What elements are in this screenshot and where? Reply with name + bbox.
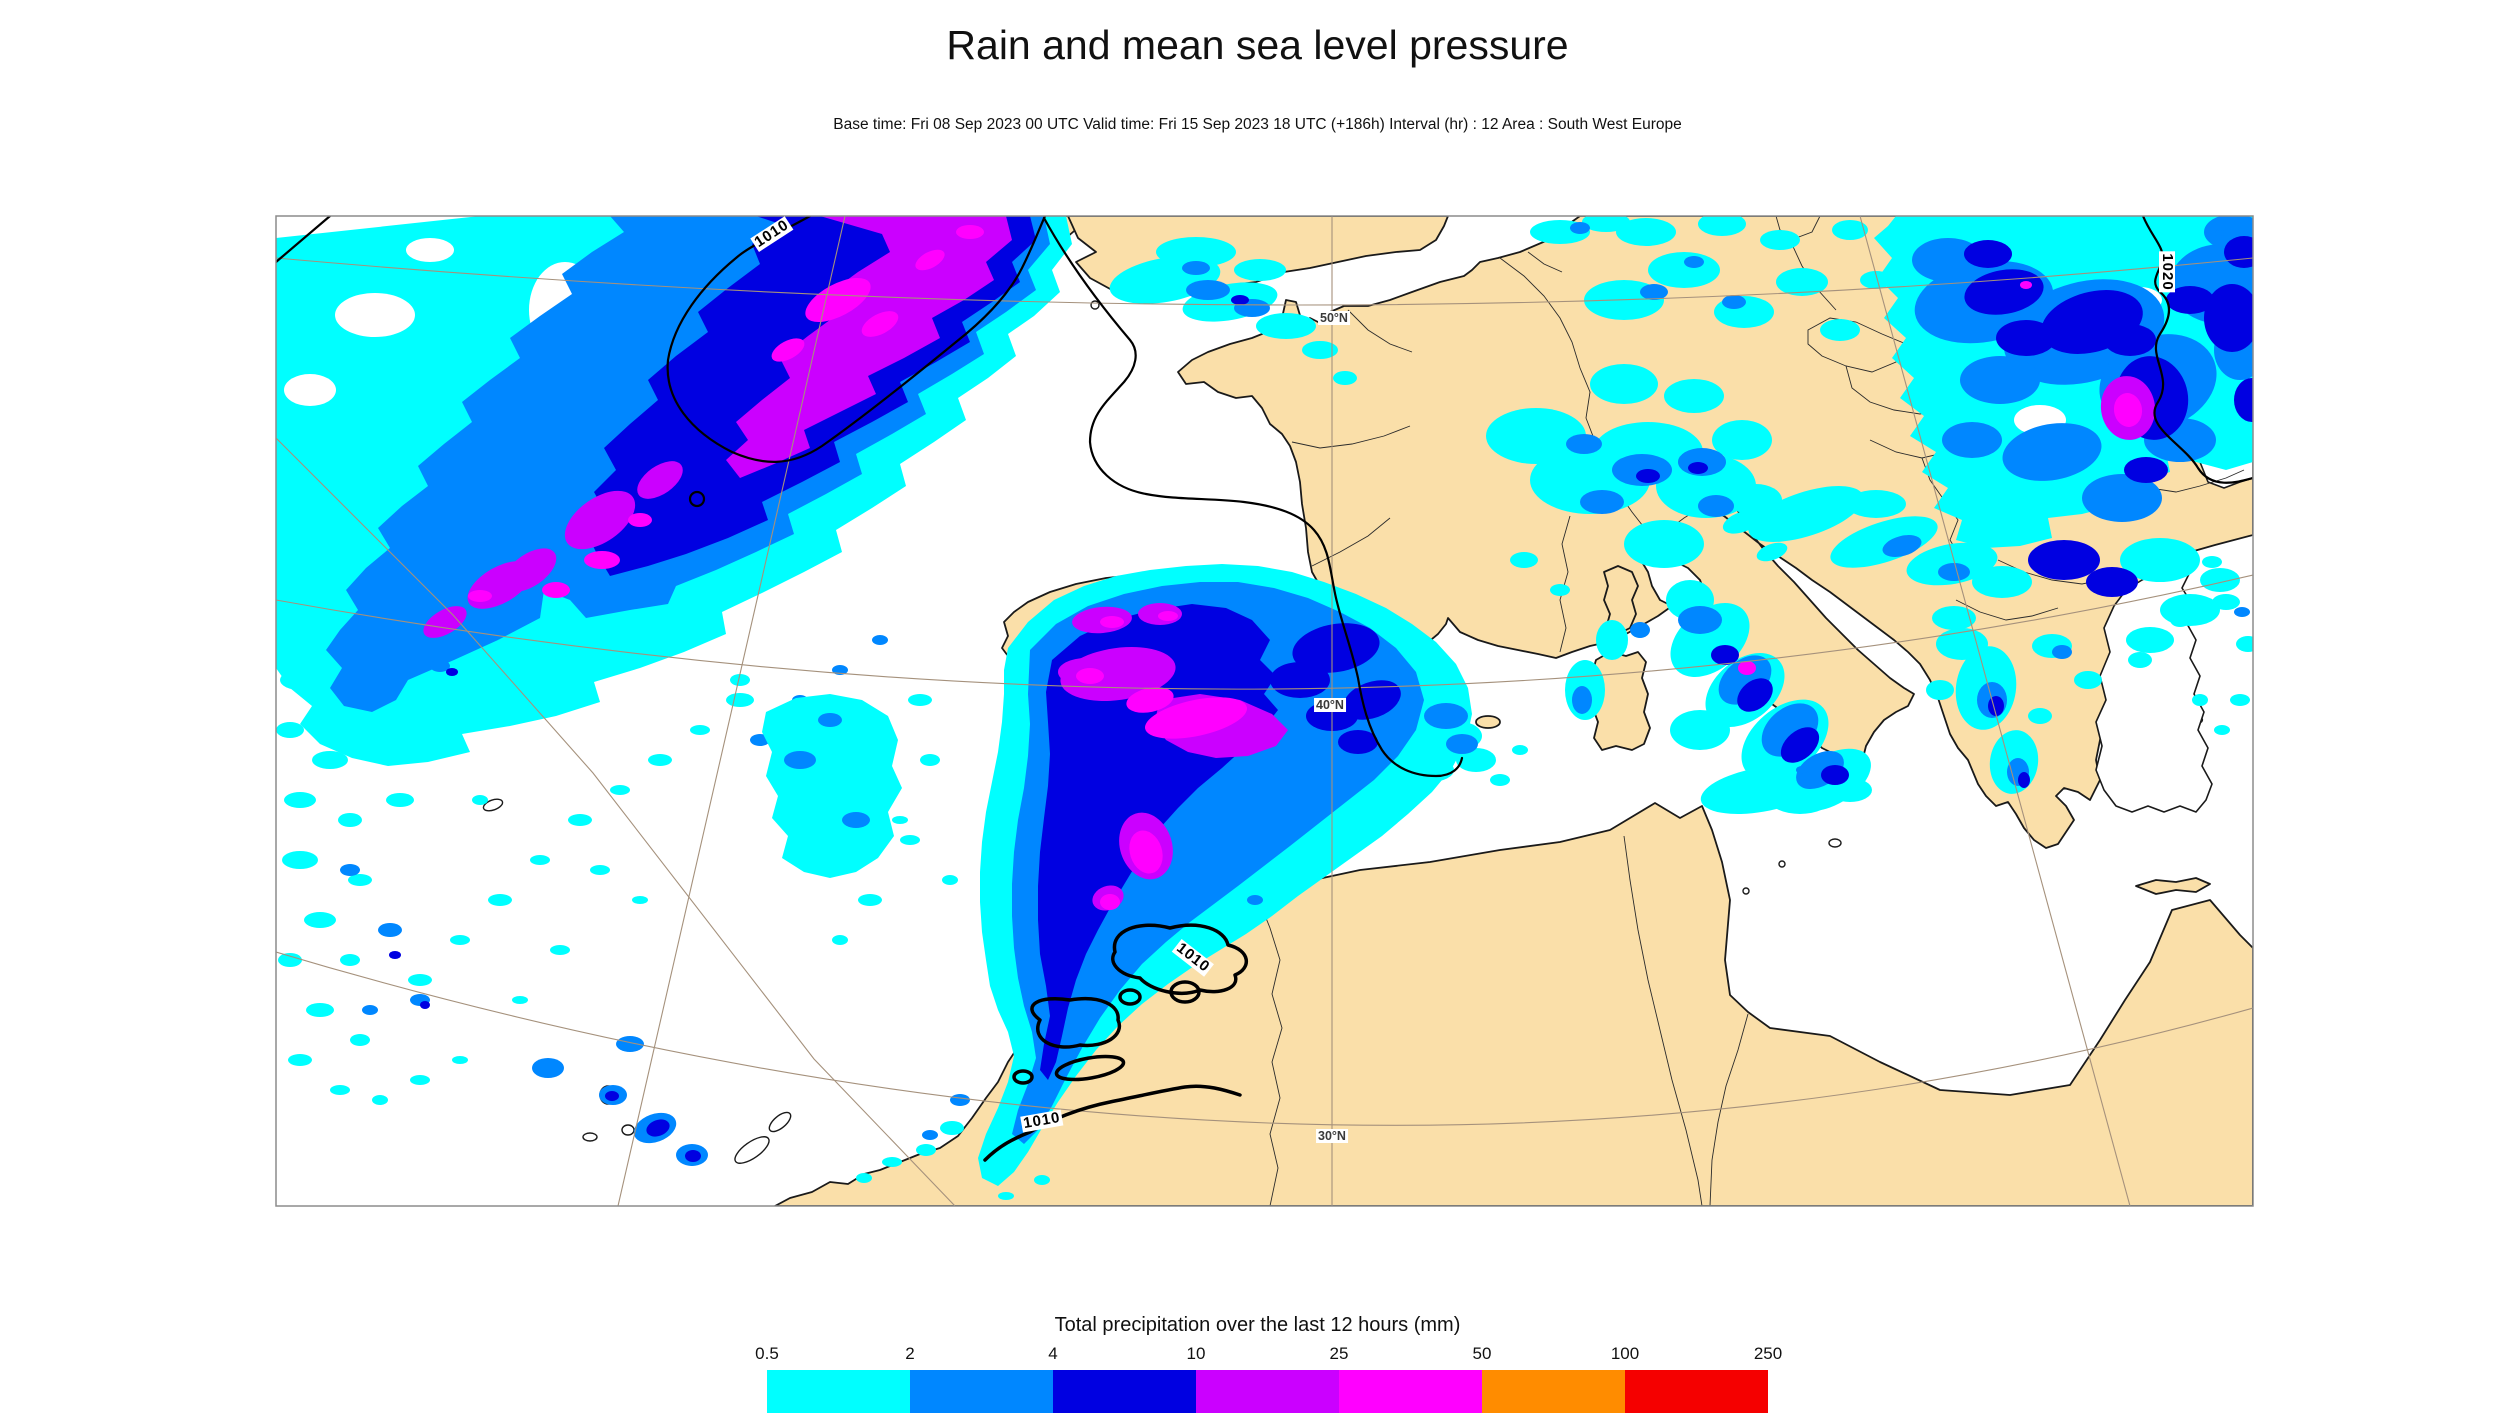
precip-central-blue bbox=[1640, 256, 1746, 309]
legend-title: Total precipitation over the last 12 hou… bbox=[1054, 1314, 1461, 1336]
legend-tick: 2 bbox=[905, 1344, 915, 1363]
legend-tick: 0.5 bbox=[755, 1344, 779, 1363]
legend-tick: 4 bbox=[1048, 1344, 1058, 1363]
label-lat-50n: 50°N bbox=[1318, 311, 1350, 325]
legend-swatch-10-25 bbox=[1196, 1370, 1339, 1413]
precip-atlantic-magenta bbox=[468, 225, 984, 602]
page-subtitle: Base time: Fri 08 Sep 2023 00 UTC Valid … bbox=[833, 116, 1682, 133]
legend-tick: 50 bbox=[1472, 1344, 1492, 1363]
legend-ticks: 0.5 2 4 10 25 50 100 250 bbox=[0, 1344, 2515, 1363]
page-title: Rain and mean sea level pressure bbox=[946, 22, 1569, 68]
precip-iberia-magenta bbox=[1076, 611, 1248, 910]
isobar-label-1020-blacksea: 1020 bbox=[2159, 251, 2176, 293]
legend-tick: 10 bbox=[1186, 1344, 1206, 1363]
legend-swatch-100-250 bbox=[1625, 1370, 1768, 1413]
precipitation-fields bbox=[276, 216, 2253, 1200]
legend-swatch-50-100 bbox=[1482, 1370, 1625, 1413]
precip-italy-darkblue bbox=[1711, 645, 1849, 785]
precip-ne-violet-magenta bbox=[2020, 281, 2156, 440]
legend-swatch-0.5-2 bbox=[767, 1370, 910, 1413]
precip-atlantic-violet bbox=[423, 216, 1012, 638]
legend-swatch-2-4 bbox=[910, 1370, 1053, 1413]
isobars-thick-1010 bbox=[983, 923, 1248, 1162]
legend-colorbar bbox=[767, 1370, 1768, 1413]
legend-tick: 250 bbox=[1753, 1344, 1783, 1363]
legend-tick: 100 bbox=[1610, 1344, 1640, 1363]
label-lat-40n: 40°N bbox=[1314, 698, 1346, 712]
graticule bbox=[276, 216, 2253, 1206]
precip-italy-magenta-spot bbox=[1738, 661, 1756, 675]
precip-alps-darkblue bbox=[1636, 462, 1708, 483]
legend-swatch-25-50 bbox=[1339, 1370, 1482, 1413]
legend-swatch-4-10 bbox=[1053, 1370, 1196, 1413]
map-border bbox=[275, 215, 2254, 1207]
label-lat-30n: 30°N bbox=[1316, 1129, 1348, 1143]
legend-tick: 25 bbox=[1329, 1344, 1349, 1363]
